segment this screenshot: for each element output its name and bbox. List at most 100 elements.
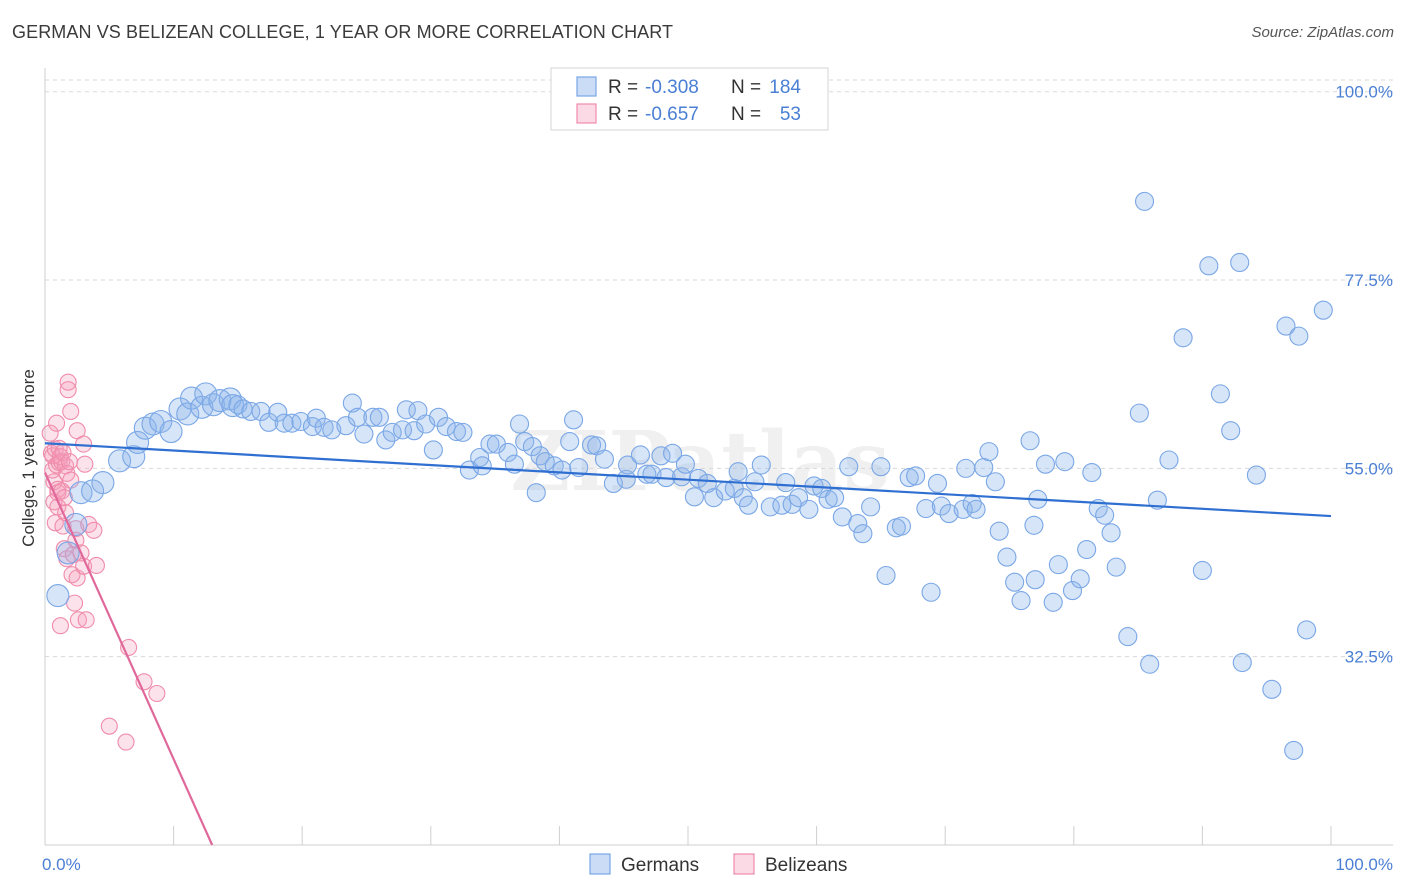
legend-r-value: -0.657: [645, 104, 699, 125]
german-point: [939, 504, 959, 524]
belizean-point: [63, 566, 81, 584]
x-tick-label: 100.0%: [1335, 855, 1393, 874]
belizean-point: [41, 424, 59, 442]
german-point: [498, 442, 518, 463]
german-point: [688, 468, 708, 488]
german-point: [369, 407, 389, 427]
german-point: [772, 495, 792, 515]
german-point: [891, 516, 912, 536]
belizean-point: [48, 414, 66, 432]
german-point: [745, 472, 765, 492]
german-point: [459, 460, 479, 480]
gridlines: [45, 79, 1393, 658]
source-note: Source: ZipAtlas.com: [1251, 24, 1394, 41]
german-point: [354, 424, 374, 444]
german-point: [1095, 505, 1115, 525]
legend-swatch-belizean: [576, 103, 597, 124]
german-point: [1284, 740, 1304, 760]
german-point: [1011, 591, 1031, 611]
german-point: [1118, 627, 1138, 647]
german-point: [581, 435, 602, 455]
german-point: [268, 402, 288, 422]
german-point: [825, 488, 845, 508]
german-point: [1062, 581, 1083, 601]
german-point: [985, 472, 1005, 492]
german-point: [1101, 523, 1121, 543]
german-point: [876, 565, 896, 586]
german-point: [376, 430, 396, 450]
german-point: [663, 443, 683, 463]
german-point: [1246, 465, 1266, 485]
german-point: [921, 582, 941, 602]
german-point: [871, 457, 891, 477]
german-point: [684, 487, 704, 507]
german-point: [616, 469, 636, 489]
german-point: [1192, 560, 1212, 581]
german-point: [1297, 620, 1317, 640]
legend-r-value: -0.308: [645, 77, 699, 98]
german-point: [1140, 654, 1160, 674]
german-point: [618, 455, 638, 475]
german-point: [839, 457, 859, 477]
german-point: [1048, 555, 1068, 575]
german-point: [931, 496, 951, 516]
y-tick-label: 32.5%: [1345, 648, 1393, 667]
german-point: [363, 407, 383, 427]
german-point: [446, 421, 467, 442]
german-point: [122, 445, 146, 469]
german-point: [530, 446, 550, 466]
german-point: [480, 434, 500, 454]
legend-r-label: R =: [608, 77, 643, 98]
legend-n-label: N =: [731, 104, 766, 125]
german-point: [453, 422, 473, 442]
german-point: [1035, 454, 1056, 474]
german-point: [861, 497, 881, 517]
german-point: [46, 584, 70, 608]
german-point: [1106, 557, 1126, 577]
german-point: [1221, 421, 1241, 441]
german-point: [552, 460, 572, 480]
german-point: [1025, 570, 1045, 590]
german-point: [853, 524, 873, 544]
german-point: [704, 488, 724, 508]
german-point: [436, 416, 456, 437]
y-tick-label: 100.0%: [1335, 83, 1393, 102]
german-point: [751, 455, 771, 475]
german-point: [979, 442, 999, 462]
german-point: [1024, 515, 1044, 535]
german-point: [1070, 569, 1090, 589]
german-point: [404, 421, 424, 441]
german-point: [1134, 191, 1155, 211]
german-point: [594, 449, 614, 469]
german-point: [347, 407, 368, 427]
german-point: [1129, 403, 1149, 423]
belizean-point: [51, 617, 69, 635]
german-point: [180, 386, 204, 410]
german-point: [314, 417, 334, 437]
german-point: [1276, 316, 1296, 336]
german-point: [108, 449, 132, 473]
german-point: [291, 411, 311, 432]
belizean-trend-line: [43, 472, 214, 846]
german-points: [46, 191, 1333, 760]
german-point: [630, 445, 650, 465]
y-tick-labels: 100.0% 77.5% 55.0% 32.5%: [1335, 83, 1393, 667]
german-point: [637, 464, 657, 484]
german-point: [966, 499, 986, 519]
x-tick-label: 0.0%: [42, 855, 81, 874]
german-point: [1232, 652, 1252, 673]
belizean-point: [87, 556, 105, 575]
german-point: [190, 395, 214, 419]
german-point: [91, 471, 115, 495]
german-point: [526, 483, 546, 503]
legend-n-value: 53: [780, 104, 801, 125]
belizean-point: [76, 455, 94, 473]
bottom-legend: Germans Belizeans: [589, 853, 847, 876]
german-point: [1005, 572, 1025, 592]
german-point: [563, 410, 584, 430]
belizean-point: [62, 402, 80, 421]
legend: R = -0.308 N = 184 R = -0.657 N = 53: [550, 67, 829, 131]
german-point: [241, 401, 261, 422]
german-point: [342, 393, 362, 413]
